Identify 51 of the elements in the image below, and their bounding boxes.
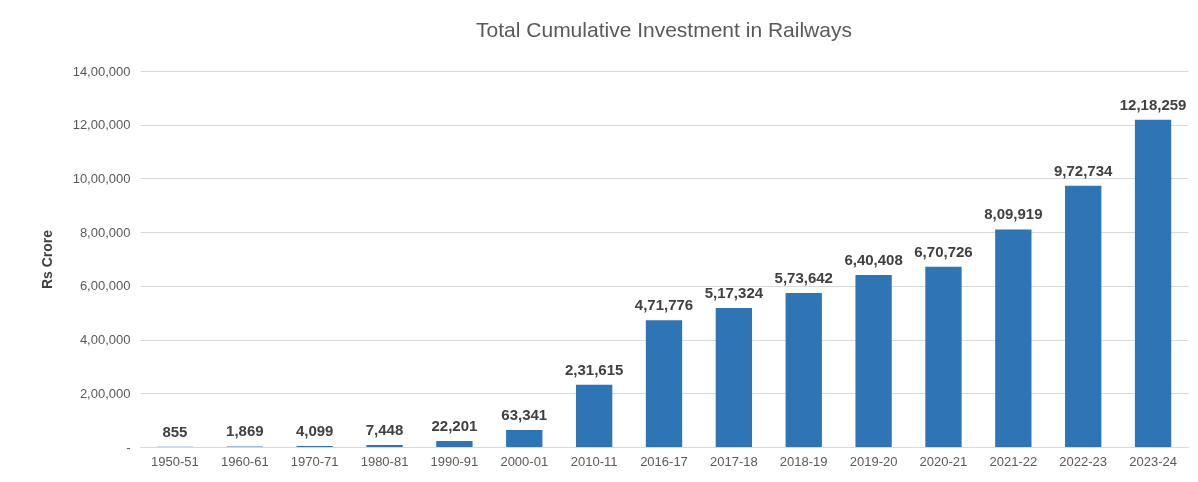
data-label: 1,869 (226, 422, 264, 440)
data-label: 63,341 (501, 405, 548, 423)
bar (645, 320, 683, 447)
data-label: 5,73,642 (774, 268, 833, 286)
y-tick-label: 8,00,000 (79, 224, 131, 240)
x-tick-label: 2018-19 (779, 453, 828, 469)
bar (1065, 185, 1102, 447)
bar (785, 292, 822, 447)
bar (995, 229, 1032, 447)
bar (1134, 119, 1172, 447)
data-label: 6,40,408 (844, 251, 903, 268)
chart-title: Total Cumulative Investment in Railways (476, 18, 852, 41)
data-label: 12,18,259 (1119, 95, 1187, 113)
bar (925, 266, 962, 447)
data-label: 4,099 (295, 421, 334, 439)
bar (575, 384, 613, 447)
bar (715, 308, 753, 447)
data-label: 4,71,776 (634, 296, 694, 314)
x-tick-label: 2022-23 (1059, 453, 1108, 469)
x-tick-label: 2019-20 (849, 453, 898, 469)
bar (855, 275, 892, 447)
x-tick-label: 2021-22 (989, 453, 1038, 469)
x-tick-label: 1980-81 (360, 453, 409, 469)
x-tick-label: 1950-51 (151, 453, 199, 469)
data-label: 9,72,734 (1054, 161, 1114, 179)
data-label: 22,201 (431, 417, 478, 435)
y-tick-label: 12,00,000 (72, 117, 131, 133)
x-tick-label: 1960-61 (220, 453, 269, 469)
bar (506, 429, 543, 447)
y-tick-label: 10,00,000 (72, 170, 131, 186)
data-label: 2,31,615 (564, 360, 624, 378)
x-tick-label: 1970-71 (290, 453, 339, 469)
data-label: 6,70,726 (914, 242, 973, 260)
y-tick-label: 14,00,000 (72, 63, 131, 79)
y-tick-label: 2,00,000 (79, 385, 131, 401)
x-tick-label: 2000-01 (500, 453, 549, 469)
data-label: 855 (162, 422, 188, 440)
x-tick-label: 1990-91 (430, 453, 479, 469)
bar (436, 441, 473, 447)
x-tick-label: 2017-18 (710, 453, 758, 469)
y-axis-title: Rs Crore (38, 229, 55, 290)
y-tick-label: 4,00,000 (79, 332, 131, 348)
x-tick-label: 2010-11 (570, 453, 618, 469)
x-tick-label: 2020-21 (919, 453, 968, 469)
data-label: 7,448 (365, 421, 404, 438)
data-label: 5,17,324 (704, 284, 764, 302)
y-tick-label: 6,00,000 (79, 278, 131, 294)
x-tick-label: 2023-24 (1129, 453, 1177, 469)
y-tick-label: - (126, 439, 131, 455)
data-label: 8,09,919 (984, 205, 1043, 223)
x-tick-label: 2016-17 (640, 453, 688, 469)
